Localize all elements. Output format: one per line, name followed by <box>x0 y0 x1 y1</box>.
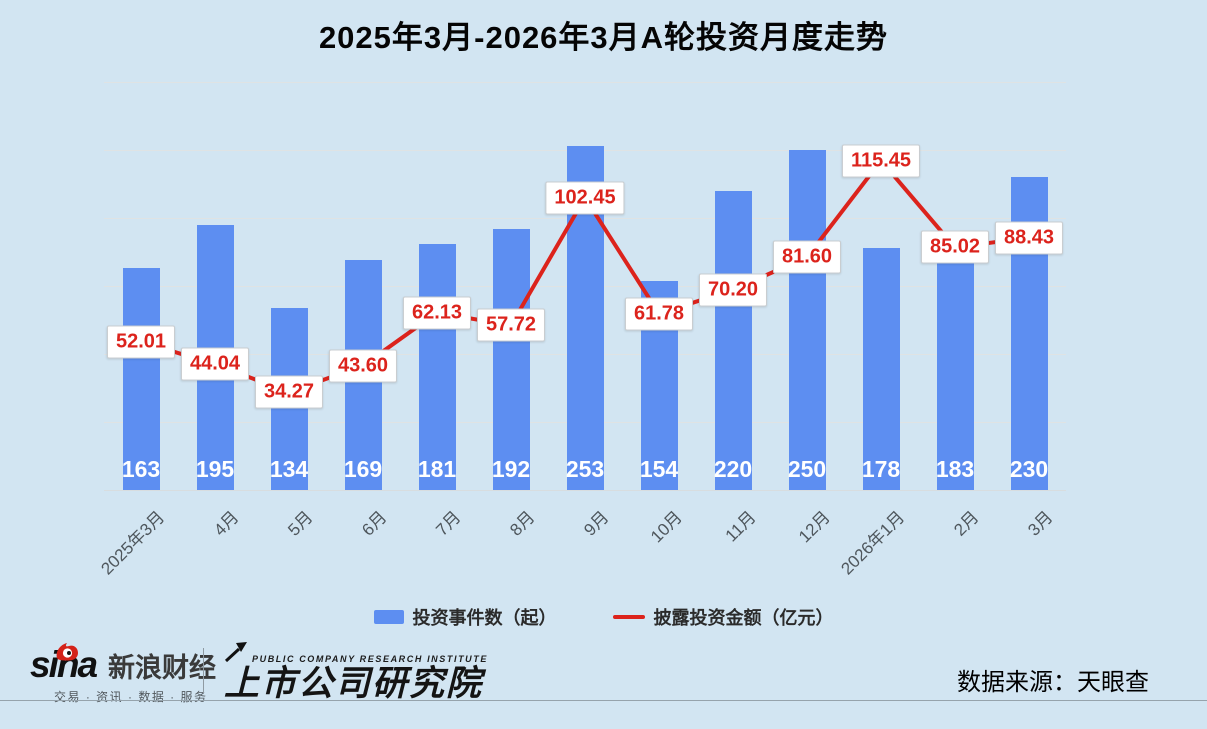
sina-brand-name: 新浪财经 <box>108 653 217 683</box>
bar: 163 <box>122 268 160 490</box>
bar: 250 <box>788 150 826 490</box>
bar: 181 <box>418 243 456 490</box>
line-value-label: 88.43 <box>994 221 1064 255</box>
chart-title: 2025年3月-2026年3月A轮投资月度走势 <box>318 20 889 55</box>
x-axis-label: 3月 <box>1023 507 1056 540</box>
legend-bar-label: 投资事件数（起） <box>412 608 557 628</box>
legend-item-line-series: 披露投资金额（亿元） <box>612 604 834 630</box>
bar-value-label: 253 <box>565 455 605 482</box>
line-value-label: 52.01 <box>106 325 176 359</box>
line-value-label: 81.60 <box>772 240 842 274</box>
bar-value-label: 154 <box>639 455 679 482</box>
legend: 投资事件数（起） 披露投资金额（亿元） <box>0 604 1207 630</box>
bar-value-label: 134 <box>269 455 309 482</box>
sina-tagline: 交易 · 资讯 · 数据 · 服务 <box>54 690 208 704</box>
footer: sina 新浪财经 交易 · 资讯 · 数据 · 服务 <box>0 642 1207 704</box>
x-axis-label: 2月 <box>949 507 982 540</box>
x-axis-label: 11月 <box>722 507 760 546</box>
trend-arrow-icon <box>224 642 248 664</box>
line-value-label: 115.45 <box>841 144 921 178</box>
x-axis-label: 12月 <box>795 507 834 547</box>
x-axis-label: 4月 <box>209 507 242 540</box>
bar-value-label: 163 <box>121 455 161 482</box>
bar-value-label: 192 <box>491 455 531 482</box>
line-value-label: 57.72 <box>476 308 546 342</box>
logo-divider <box>203 648 204 694</box>
sina-flame-icon <box>54 631 80 668</box>
line-value-label: 102.45 <box>545 181 625 215</box>
x-axis-label: 5月 <box>283 507 316 540</box>
x-axis-label: 7月 <box>431 507 464 540</box>
bar-value-label: 181 <box>417 455 457 482</box>
sina-finance-logo: sina 新浪财经 交易 · 资讯 · 数据 · 服务 <box>30 643 217 705</box>
x-axis-label: 2025年3月 <box>97 507 168 579</box>
x-axis-label: 8月 <box>505 507 538 540</box>
bar-value-label: 169 <box>343 455 383 482</box>
bar: 183 <box>936 241 974 490</box>
line-value-label: 44.04 <box>180 347 250 381</box>
pcri-chinese-name: 上市公司研究院 <box>224 664 484 703</box>
bar-value-label: 183 <box>935 455 975 482</box>
bar: 178 <box>862 247 900 490</box>
line-value-label: 62.13 <box>402 296 472 330</box>
x-axis-label: 6月 <box>357 507 390 540</box>
pcri-english-name: PUBLIC COMPANY RESEARCH INSTITUTE <box>252 654 488 664</box>
bar-value-label: 220 <box>713 455 753 482</box>
footer-divider <box>0 700 1207 701</box>
bar-value-label: 230 <box>1009 455 1049 482</box>
bar: 220 <box>714 190 752 490</box>
x-axis-label: 9月 <box>579 507 612 540</box>
x-axis-line <box>104 490 1066 491</box>
line-value-label: 70.20 <box>698 273 768 307</box>
bar-series-swatch-icon <box>373 610 404 624</box>
bar: 192 <box>492 228 530 490</box>
legend-line-label: 披露投资金额（亿元） <box>653 608 834 628</box>
x-axis-label: 10月 <box>647 507 686 547</box>
line-value-label: 61.78 <box>624 297 694 331</box>
gridline <box>104 82 1066 83</box>
data-source-label: 数据来源：天眼查 <box>957 669 1149 696</box>
line-value-label: 34.27 <box>254 375 324 409</box>
line-series-swatch-icon <box>612 615 645 619</box>
line-value-label: 85.02 <box>920 230 990 264</box>
bar-value-label: 250 <box>787 456 827 482</box>
sina-wordmark: sina <box>30 643 98 683</box>
bar-value-label: 178 <box>861 455 901 482</box>
pcri-logo: PUBLIC COMPANY RESEARCH INSTITUTE 上市公司研究… <box>224 642 488 704</box>
line-value-label: 43.60 <box>328 349 398 383</box>
legend-item-bar-series: 投资事件数（起） <box>373 604 557 630</box>
bar-value-label: 195 <box>195 455 235 482</box>
x-axis-label: 2026年1月 <box>837 507 908 579</box>
